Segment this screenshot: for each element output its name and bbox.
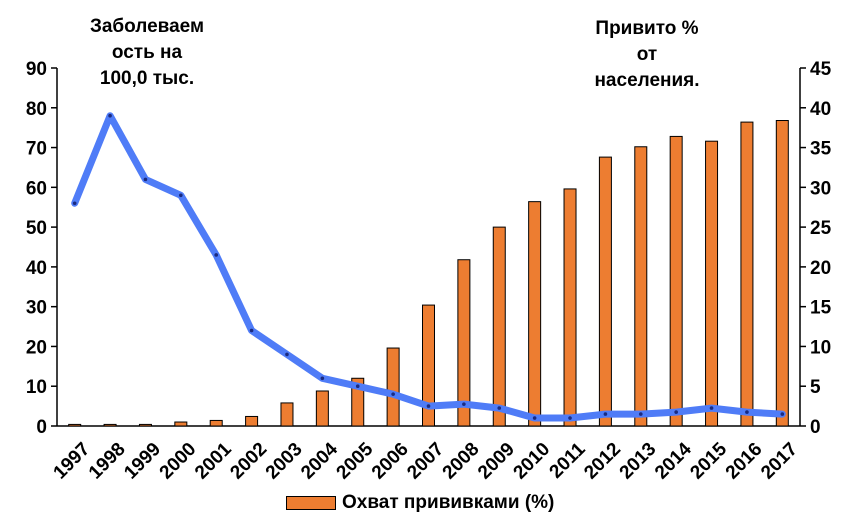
line-point: [72, 201, 77, 206]
line-point: [249, 328, 254, 333]
x-tick-label: 2003: [262, 439, 307, 484]
left-axis-title: Заболеваем ость на 100,0 тыс.: [89, 16, 205, 89]
line-point: [108, 113, 112, 118]
line-point: [709, 406, 714, 410]
x-tick-label: 1998: [85, 439, 130, 484]
right-tick-label: 20: [810, 258, 831, 279]
bar: [209, 419, 223, 427]
right-tick-label: 5: [810, 377, 821, 398]
line-point: [568, 416, 572, 420]
line-point: [320, 376, 325, 381]
left-tick-label: 30: [26, 298, 47, 319]
bar: [634, 146, 648, 427]
x-tick-label: 2006: [368, 439, 413, 484]
line-point: [426, 404, 431, 408]
x-tick-label: 2004: [297, 438, 342, 483]
x-tick-label: 2007: [403, 439, 448, 484]
x-tick-label: 2005: [333, 438, 378, 483]
bar: [103, 423, 117, 427]
bar: [315, 390, 329, 427]
line-point: [462, 402, 466, 406]
right-tick-label: 15: [810, 298, 832, 319]
x-tick-label: 2014: [651, 438, 696, 483]
line-point: [391, 392, 395, 396]
line-point: [603, 412, 608, 416]
line-point: [179, 193, 183, 198]
line-point: [638, 412, 643, 416]
left-tick-label: 0: [36, 417, 47, 438]
left-tick-label: 70: [26, 139, 47, 160]
right-tick-label: 35: [810, 139, 832, 160]
left-tick-label: 10: [26, 377, 47, 398]
line-point: [532, 416, 537, 420]
line-point: [214, 253, 219, 257]
x-tick-label: 2016: [722, 439, 767, 484]
right-tick-label: 45: [810, 59, 832, 80]
x-tick-label: 2002: [226, 439, 271, 484]
right-tick-label: 10: [810, 337, 831, 358]
bar: [174, 421, 188, 427]
line-point: [674, 410, 678, 414]
x-tick-label: 2000: [156, 439, 201, 484]
left-tick-label: 80: [26, 99, 47, 120]
bar: [669, 135, 683, 427]
bar: [457, 259, 471, 427]
left-tick-label: 90: [26, 59, 47, 80]
x-tick-label: 2017: [757, 439, 802, 484]
right-tick-label: 0: [810, 417, 821, 438]
bar: [740, 121, 754, 427]
line-point: [745, 410, 749, 414]
right-tick-label: 40: [810, 99, 831, 120]
bar: [528, 201, 542, 427]
left-tick-label: 50: [26, 218, 47, 239]
x-tick-label: 2012: [580, 439, 625, 484]
bar: [280, 402, 294, 427]
bar: [245, 415, 259, 427]
left-tick-label: 60: [26, 178, 47, 199]
bar: [492, 226, 506, 427]
legend: Охват прививками (%): [286, 491, 554, 515]
left-tick-label: 20: [26, 337, 47, 358]
bar: [138, 423, 152, 427]
right-tick-label: 30: [810, 178, 831, 199]
legend-swatch: [286, 496, 336, 510]
line-point: [285, 352, 289, 357]
left-tick-label: 40: [26, 258, 47, 279]
x-tick-label: 1999: [120, 439, 165, 484]
right-tick-label: 25: [810, 218, 832, 239]
x-tick-label: 2011: [546, 438, 590, 482]
bar: [422, 304, 435, 427]
x-tick-label: 1997: [50, 439, 95, 484]
x-tick-label: 2015: [686, 438, 731, 483]
line-point: [780, 412, 785, 416]
bar: [705, 140, 719, 427]
x-tick-label: 2001: [191, 438, 236, 483]
bar: [598, 156, 612, 427]
legend-label: Охват прививками (%): [342, 492, 555, 513]
line-point: [355, 384, 360, 389]
x-tick-label: 2013: [616, 439, 661, 484]
x-tick-label: 2010: [510, 439, 555, 484]
bar: [563, 188, 577, 427]
x-tick-label: 2008: [439, 439, 484, 484]
line-point: [497, 406, 502, 410]
right-axis-title: Привито % от населения.: [594, 18, 700, 91]
bar: [386, 347, 400, 427]
line-point: [143, 177, 148, 182]
bar: [775, 120, 789, 427]
x-tick-label: 2009: [474, 439, 519, 484]
bar: [68, 423, 82, 427]
